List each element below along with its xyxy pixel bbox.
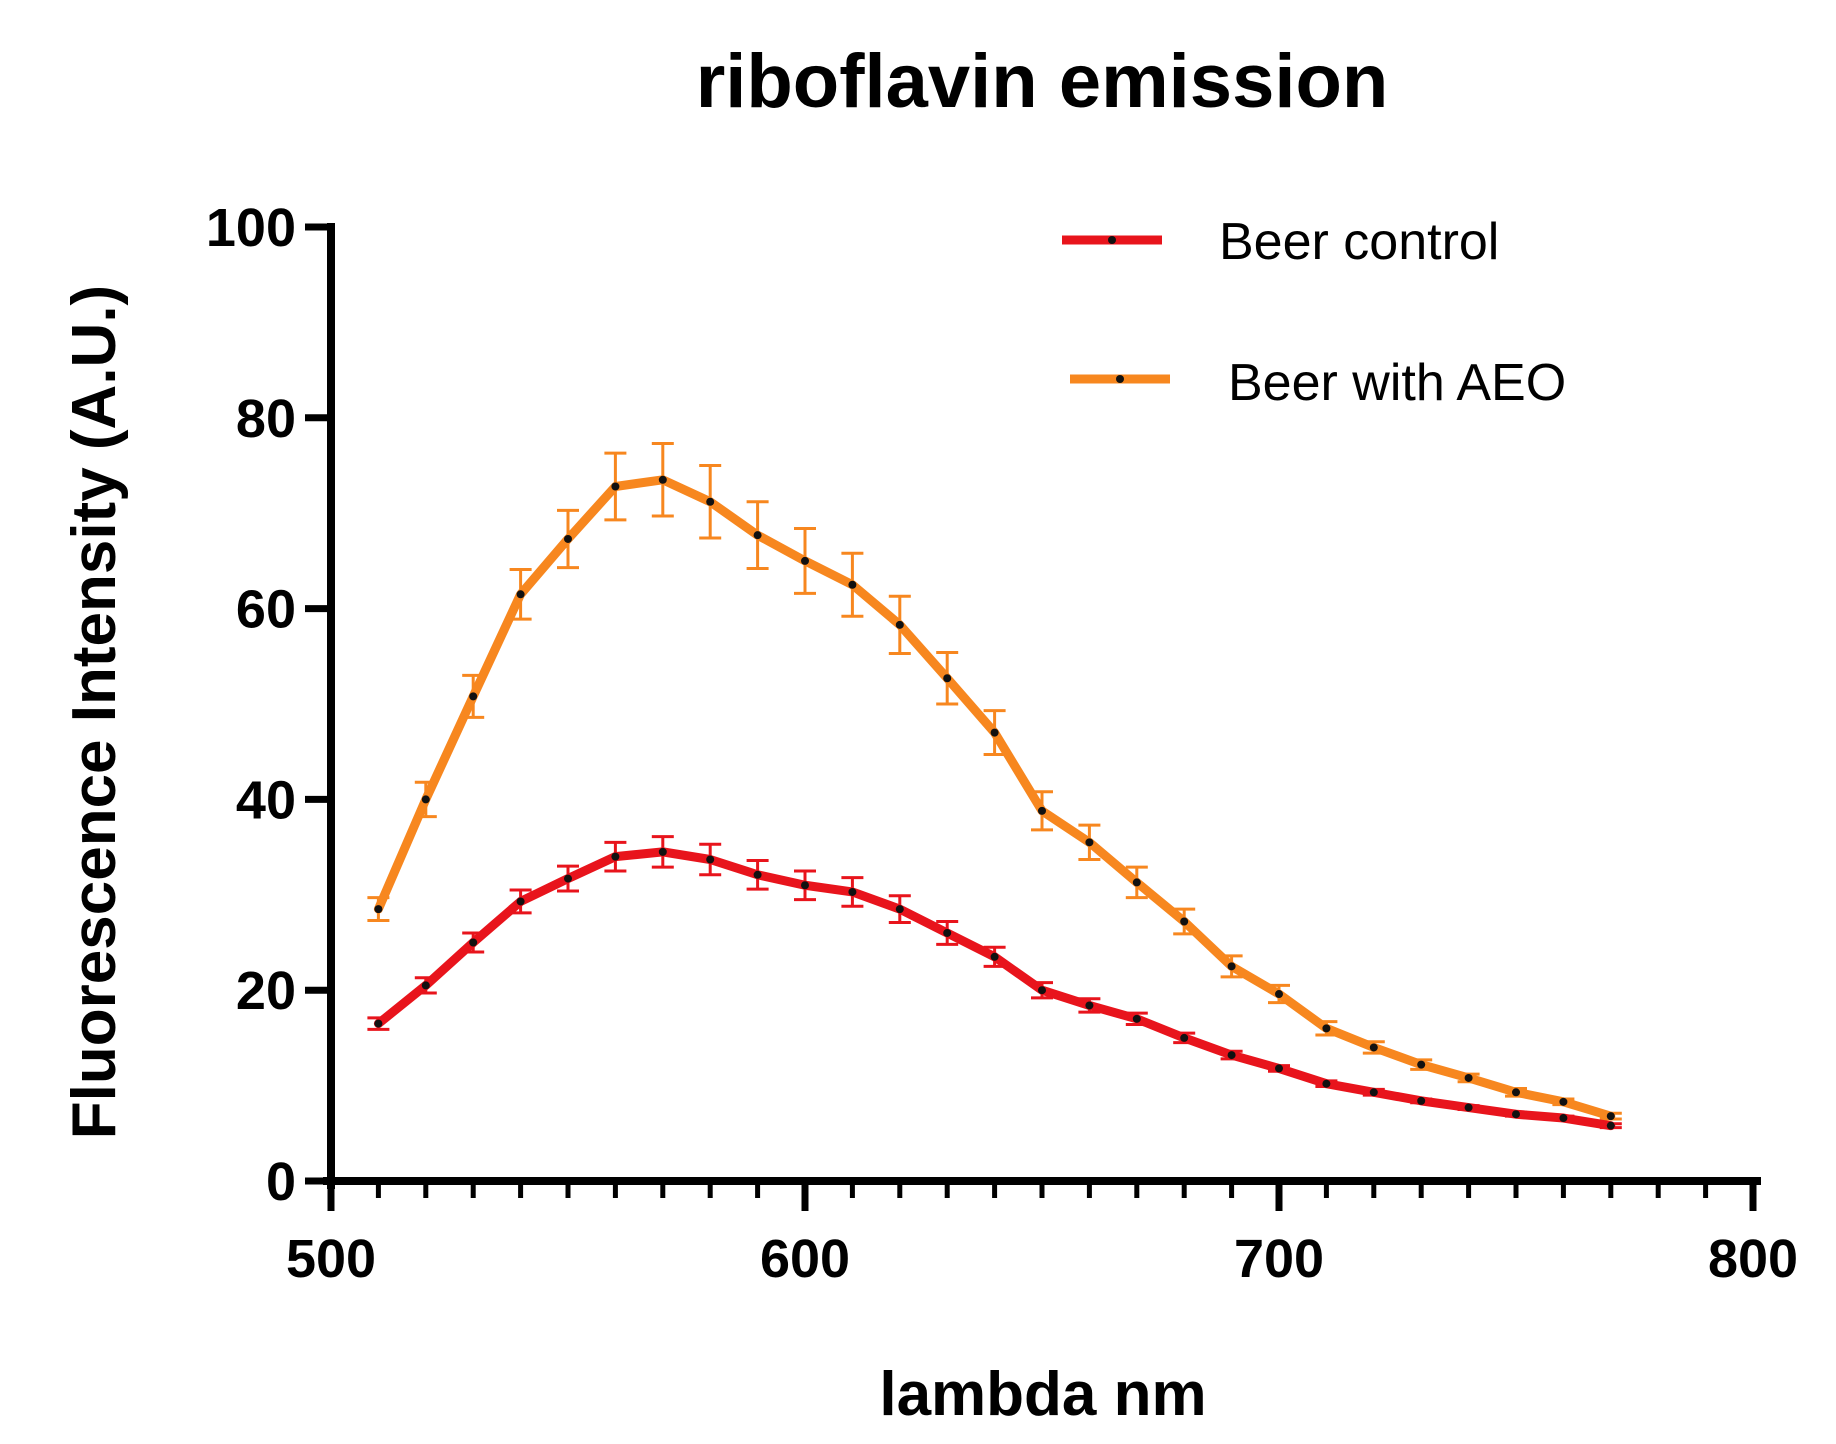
- data-point-beer-with-aeo-530: [469, 692, 478, 701]
- x-ticks: 500 600 700 800: [286, 1181, 1798, 1289]
- data-point-beer-with-aeo-620: [895, 620, 904, 629]
- data-point-beer-control-690: [1227, 1051, 1236, 1060]
- data-point-beer-control-750: [1512, 1110, 1520, 1119]
- data-point-beer-control-530: [469, 938, 478, 947]
- data-point-beer-with-aeo-570: [658, 475, 667, 484]
- data-point-beer-control-610: [848, 887, 857, 896]
- data-point-beer-control-600: [801, 881, 809, 890]
- data-point-beer-with-aeo-630: [943, 674, 952, 683]
- data-point-beer-with-aeo-550: [564, 534, 572, 543]
- plot-series: [367, 442, 1622, 1131]
- series-beer-control: [367, 835, 1622, 1131]
- data-point-beer-control-760: [1559, 1114, 1568, 1123]
- series-beer-with-aeo: [367, 442, 1622, 1121]
- legend-label-beer-with-aeo: Beer with AEO: [1228, 354, 1566, 412]
- data-point-beer-with-aeo-650: [1038, 806, 1046, 815]
- data-point-beer-with-aeo-580: [706, 497, 715, 506]
- data-point-beer-with-aeo-760: [1559, 1097, 1568, 1106]
- data-point-beer-control-740: [1464, 1103, 1473, 1112]
- data-point-beer-control-590: [753, 870, 762, 879]
- data-point-beer-with-aeo-660: [1085, 838, 1094, 847]
- data-point-beer-control-570: [658, 847, 667, 856]
- legend-marker-beer-control: [1108, 236, 1116, 244]
- data-point-beer-control-670: [1132, 1014, 1141, 1023]
- legend-label-beer-control: Beer control: [1219, 213, 1499, 271]
- series-line-beer-control: [373, 847, 1616, 1131]
- data-point-beer-with-aeo-680: [1180, 917, 1189, 926]
- data-point-beer-control-630: [943, 928, 952, 937]
- data-point-beer-with-aeo-560: [611, 482, 620, 491]
- data-point-beer-with-aeo-600: [801, 556, 809, 565]
- data-point-beer-with-aeo-740: [1464, 1073, 1473, 1082]
- data-point-beer-with-aeo-690: [1227, 962, 1236, 971]
- x-tick-label-600: 600: [760, 1229, 850, 1289]
- x-tick-label-800: 800: [1708, 1229, 1798, 1289]
- data-point-beer-with-aeo-670: [1132, 878, 1141, 887]
- data-point-beer-control-680: [1180, 1033, 1189, 1042]
- data-point-beer-with-aeo-720: [1369, 1043, 1378, 1052]
- y-tick-label-20: 20: [236, 961, 296, 1021]
- data-point-beer-with-aeo-770: [1606, 1112, 1615, 1121]
- data-point-beer-control-580: [706, 855, 715, 864]
- x-tick-label-500: 500: [286, 1229, 376, 1289]
- legend: Beer control Beer with AEO: [1062, 213, 1566, 412]
- data-point-beer-control-710: [1322, 1079, 1331, 1088]
- data-point-beer-with-aeo-710: [1322, 1024, 1331, 1033]
- data-point-beer-control-540: [516, 897, 525, 906]
- data-point-beer-with-aeo-510: [374, 905, 383, 914]
- data-point-beer-control-510: [374, 1019, 383, 1028]
- data-point-beer-control-730: [1417, 1096, 1426, 1105]
- y-tick-label-80: 80: [236, 389, 296, 449]
- data-point-beer-control-650: [1038, 986, 1046, 995]
- x-tick-label-700: 700: [1234, 1229, 1324, 1289]
- data-point-beer-with-aeo-730: [1417, 1060, 1426, 1069]
- data-point-beer-with-aeo-700: [1275, 990, 1283, 999]
- y-tick-label-40: 40: [236, 770, 296, 830]
- data-point-beer-control-560: [611, 852, 620, 861]
- y-ticks: 0 20 40 60 80 100: [206, 198, 331, 1212]
- y-tick-label-60: 60: [236, 580, 296, 640]
- data-point-beer-control-720: [1369, 1088, 1378, 1097]
- data-point-beer-control-770: [1606, 1121, 1615, 1130]
- y-tick-label-0: 0: [266, 1152, 296, 1212]
- series-line-beer-with-aeo: [373, 475, 1616, 1121]
- data-point-beer-control-520: [421, 981, 430, 990]
- y-tick-label-100: 100: [206, 198, 296, 258]
- legend-entry-beer-control: Beer control: [1062, 213, 1499, 271]
- data-point-beer-control-550: [564, 874, 572, 883]
- data-point-beer-control-660: [1085, 1001, 1094, 1010]
- data-point-beer-with-aeo-590: [753, 531, 762, 540]
- data-point-beer-with-aeo-750: [1512, 1088, 1520, 1097]
- data-point-beer-with-aeo-540: [516, 590, 525, 599]
- data-point-beer-with-aeo-640: [990, 728, 999, 737]
- legend-entry-beer-with-aeo: Beer with AEO: [1070, 354, 1566, 412]
- data-point-beer-control-700: [1275, 1064, 1283, 1073]
- legend-marker-beer-with-aeo: [1116, 375, 1124, 383]
- y-axis-label: Fluorescence Intensity (A.U.): [60, 285, 129, 1139]
- data-point-beer-control-620: [895, 905, 904, 914]
- chart-title: riboflavin emission: [696, 39, 1389, 124]
- data-point-beer-control-640: [990, 952, 999, 961]
- data-point-beer-with-aeo-610: [848, 580, 857, 589]
- data-point-beer-with-aeo-520: [421, 795, 430, 804]
- x-axis-label: lambda nm: [879, 1360, 1206, 1429]
